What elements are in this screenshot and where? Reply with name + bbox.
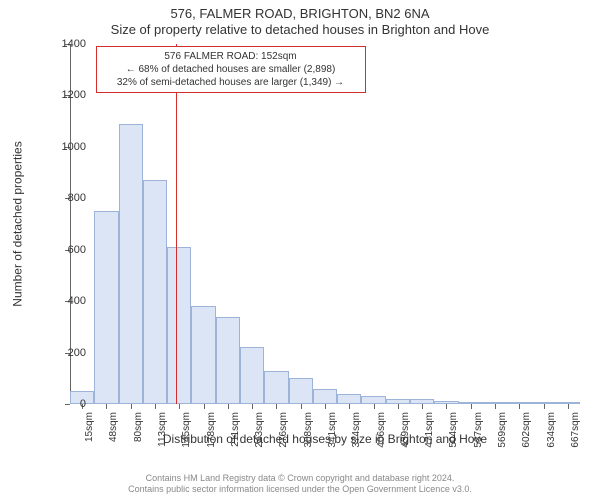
histogram-bar [167,247,191,404]
reference-line [176,44,177,404]
y-tick-label: 1200 [46,90,86,101]
x-tick-label: 569sqm [498,412,508,472]
annotation-line: 576 FALMER ROAD: 152sqm [103,50,359,63]
x-tick-mark [446,404,447,409]
x-tick-label: 374sqm [352,412,362,472]
x-tick-label: 439sqm [401,412,411,472]
x-tick-label: 504sqm [449,412,459,472]
x-tick-mark [471,404,472,409]
chart-footer: Contains HM Land Registry data © Crown c… [0,473,600,496]
x-tick-mark [568,404,569,409]
histogram-bar [313,389,337,404]
x-tick-label: 341sqm [328,412,338,472]
x-tick-label: 308sqm [304,412,314,472]
x-tick-label: 602sqm [522,412,532,472]
x-tick-mark [179,404,180,409]
histogram-bar [94,211,118,404]
x-tick-mark [155,404,156,409]
histogram-bar [289,378,313,404]
x-tick-mark [544,404,545,409]
histogram-bar [191,306,215,404]
y-tick-label: 400 [46,296,86,307]
chart-container: 576, FALMER ROAD, BRIGHTON, BN2 6NA Size… [0,0,600,500]
histogram-bar [143,180,167,404]
annotation-box: 576 FALMER ROAD: 152sqm← 68% of detached… [96,46,366,93]
y-tick-label: 0 [46,399,86,410]
histogram-bar [337,394,361,404]
x-tick-label: 537sqm [474,412,484,472]
chart-title-main: 576, FALMER ROAD, BRIGHTON, BN2 6NA [0,6,600,21]
y-tick-label: 1400 [46,39,86,50]
x-tick-mark [131,404,132,409]
y-tick-label: 800 [46,193,86,204]
x-tick-mark [204,404,205,409]
footer-line-2: Contains public sector information licen… [0,484,600,496]
x-tick-mark [422,404,423,409]
x-tick-label: 471sqm [425,412,435,472]
chart-plot-area: 576 FALMER ROAD: 152sqm← 68% of detached… [70,44,580,404]
x-tick-label: 276sqm [279,412,289,472]
x-tick-label: 178sqm [207,412,217,472]
histogram-bar [361,396,385,404]
x-tick-mark [301,404,302,409]
x-tick-label: 48sqm [109,412,119,472]
x-tick-label: 145sqm [182,412,192,472]
annotation-line: ← 68% of detached houses are smaller (2,… [103,63,359,76]
x-tick-label: 406sqm [377,412,387,472]
x-tick-mark [398,404,399,409]
histogram-bar [240,347,264,404]
y-tick-label: 1000 [46,142,86,153]
x-tick-label: 80sqm [134,412,144,472]
x-tick-mark [374,404,375,409]
x-tick-label: 667sqm [571,412,581,472]
x-tick-label: 243sqm [255,412,265,472]
y-axis-label: Number of detached properties [10,44,26,404]
histogram-bar [216,317,240,404]
x-tick-mark [495,404,496,409]
y-tick-label: 200 [46,348,86,359]
x-tick-mark [349,404,350,409]
x-tick-mark [106,404,107,409]
x-tick-label: 634sqm [547,412,557,472]
chart-title-sub: Size of property relative to detached ho… [0,22,600,37]
y-tick-label: 600 [46,245,86,256]
histogram-bar [119,124,143,404]
x-tick-mark [519,404,520,409]
histogram-bar [264,371,288,404]
annotation-line: 32% of semi-detached houses are larger (… [103,76,359,89]
x-tick-mark [252,404,253,409]
x-tick-label: 113sqm [158,412,168,472]
x-tick-mark [228,404,229,409]
footer-line-1: Contains HM Land Registry data © Crown c… [0,473,600,485]
x-tick-label: 211sqm [231,412,241,472]
x-tick-label: 15sqm [85,412,95,472]
x-tick-mark [325,404,326,409]
x-tick-mark [276,404,277,409]
